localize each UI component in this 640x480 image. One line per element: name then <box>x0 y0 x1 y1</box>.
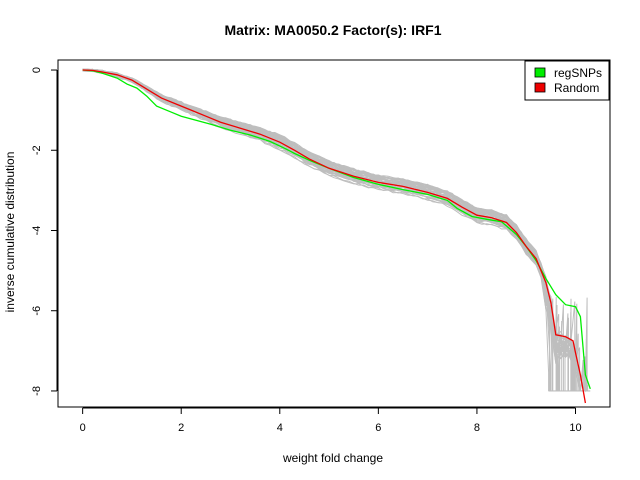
y-tick-label: -4 <box>31 226 43 236</box>
background-series-line <box>82 69 576 391</box>
x-tick-label: 8 <box>474 422 480 434</box>
background-series-line <box>82 69 551 391</box>
chart-title: Matrix: MA0050.2 Factor(s): IRF1 <box>224 22 441 38</box>
background-series-line <box>82 68 561 391</box>
background-series-line <box>82 68 577 391</box>
background-series-line <box>82 68 573 391</box>
x-axis-label: weight fold change <box>282 451 383 465</box>
y-tick-label: 0 <box>31 67 43 73</box>
background-series-line <box>82 69 574 391</box>
x-tick-label: 2 <box>178 422 184 434</box>
background-series-line <box>82 69 554 391</box>
background-series-line <box>82 68 564 391</box>
background-series-line <box>82 69 572 391</box>
background-series-line <box>82 68 551 391</box>
plot-frame <box>57 59 611 408</box>
background-series-line <box>82 69 563 391</box>
series-line-random <box>82 69 587 404</box>
background-series-line <box>82 68 578 391</box>
y-axis: 0 -2 -4 -6 -8 <box>31 67 58 396</box>
background-series-line <box>82 68 551 391</box>
background-series-line <box>82 69 557 391</box>
legend-swatch-random <box>534 82 546 93</box>
x-tick-label: 4 <box>277 422 283 434</box>
legend-label-random: Random <box>554 81 599 95</box>
legend-swatch-regsnps <box>534 67 546 78</box>
x-axis: 0 2 4 6 8 10 <box>80 407 582 434</box>
x-tick-label: 0 <box>80 422 86 434</box>
background-series-line <box>82 68 553 391</box>
background-series-line <box>82 69 579 391</box>
background-series-line <box>82 69 553 391</box>
background-series-line <box>82 69 569 391</box>
background-series-line <box>82 68 560 391</box>
y-axis-label: inverse cumulative distribution <box>3 152 17 313</box>
legend: regSNPs Random <box>524 60 610 101</box>
y-tick-label: -8 <box>31 386 43 396</box>
background-series-line <box>82 69 581 391</box>
y-tick-label: -6 <box>31 306 43 316</box>
legend-label-regsnps: regSNPs <box>554 66 602 80</box>
background-series-line <box>82 69 550 391</box>
x-tick-label: 6 <box>375 422 381 434</box>
background-series-line <box>82 68 573 391</box>
highlight-series-group <box>82 69 591 404</box>
y-tick-label: -2 <box>31 145 43 155</box>
background-series-line <box>82 68 560 391</box>
background-series-line <box>82 68 572 391</box>
background-series-line <box>82 70 575 391</box>
background-series-line <box>82 69 574 391</box>
background-series-line <box>82 68 559 391</box>
background-series-line <box>82 69 569 391</box>
legend-box <box>524 60 610 101</box>
background-series-line <box>82 69 566 391</box>
background-series-line <box>82 68 558 391</box>
background-series-line <box>82 69 557 391</box>
x-tick-label: 10 <box>569 422 581 434</box>
background-series-line <box>82 70 573 391</box>
